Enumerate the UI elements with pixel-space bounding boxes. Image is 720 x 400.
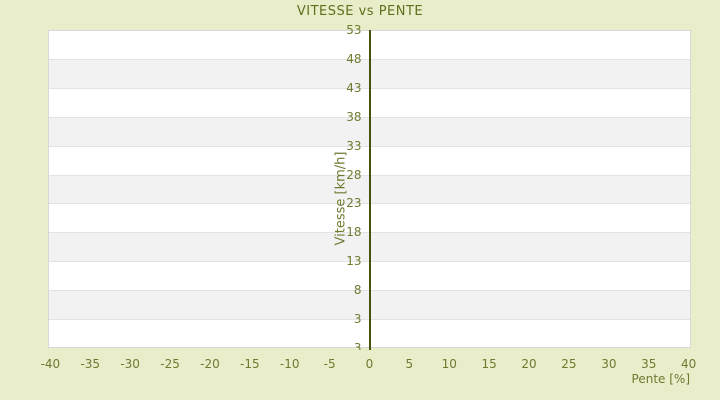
x-tick-label: 5 xyxy=(405,357,414,371)
y-tick-label: 38 xyxy=(346,109,362,124)
plot-area xyxy=(48,30,691,350)
x-tick-label: -30 xyxy=(120,357,140,371)
y-tick-label: 28 xyxy=(346,167,362,182)
y-tick-label: 33 xyxy=(346,138,362,153)
y-tick-label: 43 xyxy=(346,80,362,95)
x-tick-label: -20 xyxy=(200,357,220,371)
x-tick-label: 0 xyxy=(365,357,374,371)
x-tick-label: -15 xyxy=(240,357,260,371)
x-tick-label: 20 xyxy=(521,357,537,371)
x-tick-label: 40 xyxy=(680,357,697,371)
x-axis-title: Pente [%] xyxy=(631,372,690,386)
x-tick-label: -25 xyxy=(160,357,180,371)
y-tick-label: 48 xyxy=(346,51,362,66)
y-axis-title: Vitesse [km/h] xyxy=(333,151,349,246)
x-tick-label: 25 xyxy=(561,357,577,371)
y-tick-label-bottom-clipped: 3 xyxy=(353,341,362,350)
x-tick-label: -40 xyxy=(40,357,61,371)
x-tick-label: -10 xyxy=(279,357,300,371)
x-tick-label: 35 xyxy=(641,357,657,371)
x-tick-label: -35 xyxy=(80,357,101,371)
x-tick-label: -5 xyxy=(323,357,336,371)
y-tick-label: 18 xyxy=(346,225,362,240)
y-tick-label: 8 xyxy=(353,283,362,298)
x-tick-label: 15 xyxy=(481,357,497,371)
y-tick-label: 53 xyxy=(346,23,362,37)
y-tick-label: 23 xyxy=(346,196,362,211)
zero-axis-line xyxy=(368,30,371,350)
chart-title: VITESSE vs PENTE xyxy=(296,4,424,19)
x-tick-label: 30 xyxy=(601,357,617,371)
y-tick-label: 13 xyxy=(346,254,362,269)
x-tick-label: 10 xyxy=(441,357,457,371)
y-tick-label: 3 xyxy=(353,312,362,327)
